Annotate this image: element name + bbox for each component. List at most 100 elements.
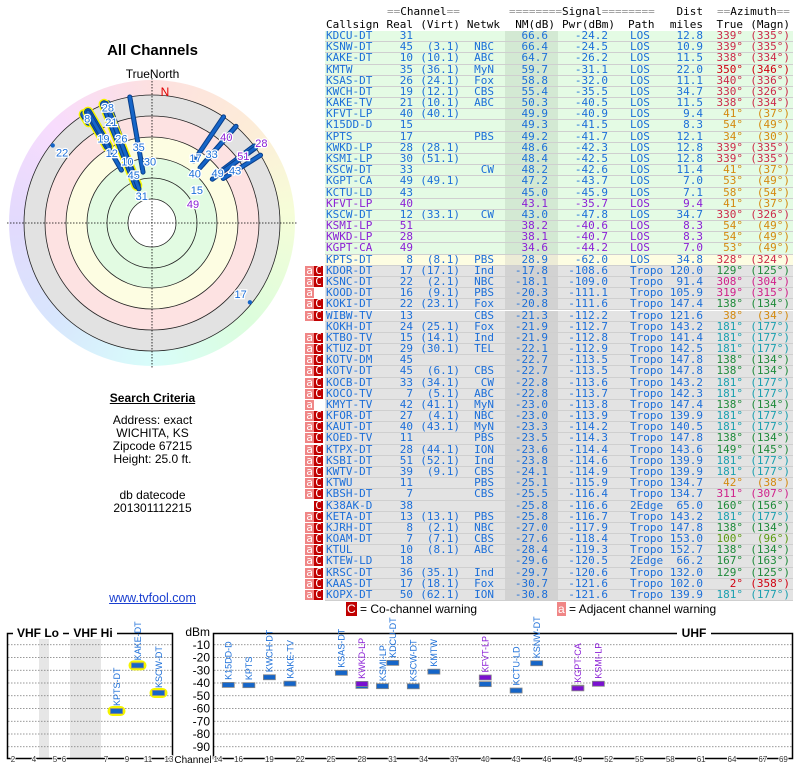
table-row[interactable]: KTUL 10 (8.1) ABC -28.4 -119.3 Tropo 152.7 138° (… xyxy=(325,545,793,557)
table-row[interactable]: KAKE-DT 10 (10.1) ABC 64.7 -26.2 LOS 11.5 338° (3… xyxy=(325,53,793,65)
station-bar[interactable] xyxy=(210,146,258,181)
station-marker[interactable] xyxy=(591,680,605,687)
table-row[interactable]: KSNW-DT 45 (3.1) NBC 66.4 -24.5 LOS 10.9 339° (33… xyxy=(325,42,793,54)
station-marker[interactable] xyxy=(530,660,544,667)
station-marker[interactable] xyxy=(262,674,276,681)
station-marker[interactable] xyxy=(355,680,369,687)
station-bar[interactable] xyxy=(221,153,263,180)
power-dbm-cell: -114.4 xyxy=(568,444,608,456)
table-row[interactable]: KOTV-DM 45 -22.7 -113.5 Tropo 147.8 138° (134°) xyxy=(325,355,793,367)
table-row[interactable]: WIBW-TV 13 CBS -21.3 -112.2 Tropo 121.6 38° (34°… xyxy=(325,310,793,322)
table-row[interactable]: KWTV-DT 39 (9.1) CBS -24.1 -114.9 Tropo 139.9 18… xyxy=(325,467,793,479)
table-row[interactable]: K38AK-D 38 -25.8 -116.6 2Edge 65.0 160° (156°) xyxy=(325,500,793,512)
table-row[interactable]: KPTS-DT 8 (8.1) PBS 28.9 -62.0 LOS 34.8 328° (324… xyxy=(325,254,793,266)
table-row[interactable]: KPTS 17 PBS 49.2 -41.7 LOS 12.1 34° (30°) xyxy=(325,131,793,143)
adjacent-channel-warning-icon: a xyxy=(305,411,314,422)
station-marker[interactable] xyxy=(283,680,297,687)
table-row[interactable]: KOCO-TV 7 (5.1) ABC -22.8 -113.7 Tropo 142.3 181… xyxy=(325,388,793,400)
station-marker[interactable] xyxy=(478,674,492,681)
table-row[interactable]: KFVT-LP 40 43.1 -35.7 LOS 9.4 41° (37°) xyxy=(325,198,793,210)
table-row[interactable]: KOKH-DT 24 (25.1) Fox -21.9 -112.7 Tropo 143.2 1… xyxy=(325,321,793,333)
network-cell: CBS xyxy=(474,366,494,378)
table-row[interactable]: KTPX-DT 28 (44.1) ION -23.6 -114.4 Tropo 143.6 1… xyxy=(325,444,793,456)
table-row[interactable]: KOKI-DT 22 (23.1) Fox -20.8 -111.6 Tropo 147.4 1… xyxy=(325,299,793,311)
table-row[interactable]: KBSH-DT 7 CBS -25.5 -116.4 Tropo 134.7 311° (307… xyxy=(325,489,793,501)
station-marker[interactable] xyxy=(334,669,348,676)
table-row[interactable]: KTBO-TV 15 (14.1) Ind -21.9 -112.8 Tropo 141.4 1… xyxy=(325,332,793,345)
station-dot[interactable] xyxy=(247,300,253,305)
station-bar[interactable] xyxy=(198,124,238,170)
distance-cell: 91.4 xyxy=(676,276,704,288)
table-row[interactable]: KFVT-LP 40 (40.1) 49.9 -40.9 LOS 9.4 41° (37°) xyxy=(325,109,793,121)
table-row[interactable]: KMYT-TV 42 (41.1) MyN -23.0 -113.8 Tropo 147.4 1… xyxy=(325,399,793,412)
table-row[interactable]: KOOD-DT 16 (9.1) PBS -20.3 -111.1 Tropo 105.9 31… xyxy=(325,288,793,300)
path-cell: LOS xyxy=(630,198,650,210)
table-row[interactable]: KSMI-LP 30 (51.1) 48.4 -42.5 LOS 12.8 339° (335°… xyxy=(325,153,793,166)
station-marker[interactable] xyxy=(221,682,235,688)
station-bar[interactable] xyxy=(192,115,226,163)
station-marker[interactable] xyxy=(386,659,400,666)
table-row[interactable]: KETA-DT 13 (13.1) PBS -25.8 -116.7 Tropo 143.2 1… xyxy=(325,511,793,523)
table-row[interactable]: KSBI-DT 51 (52.1) Ind -23.8 -114.6 Tropo 139.9 1… xyxy=(325,455,793,467)
table-row[interactable]: KOCB-DT 33 (34.1) CW -22.8 -113.6 Tropo 143.2 18… xyxy=(325,377,793,389)
table-row[interactable]: KCTU-LD 43 45.0 -45.9 LOS 7.1 58° (54°) xyxy=(325,187,793,199)
station-marker[interactable] xyxy=(131,662,144,669)
network-cell: CBS xyxy=(474,489,494,501)
station-marker[interactable] xyxy=(152,690,165,696)
table-row[interactable]: KGPT-CA 49 34.6 -44.2 LOS 7.0 53° (49°) xyxy=(325,243,793,255)
table-row[interactable]: KTUZ-DT 29 (30.1) TEL -22.1 -112.9 Tropo 142.5 1… xyxy=(325,344,793,356)
table-row[interactable]: KJRH-DT 8 (2.1) NBC -27.0 -117.9 Tropo 147.8 138… xyxy=(325,522,793,535)
station-marker[interactable] xyxy=(110,708,123,714)
table-row[interactable]: K15DD-D 15 49.3 -41.5 LOS 8.3 54° (49°) xyxy=(325,120,793,132)
table-row[interactable]: KOED-TV 11 PBS -23.5 -114.3 Tropo 147.8 138° (13… xyxy=(325,433,793,445)
azimuth-magnetic-cell: (134°) xyxy=(750,366,790,378)
co-channel-warning-icon: C xyxy=(314,534,323,545)
table-row[interactable]: KWKD-LP 28 (28.1) 48.6 -42.3 LOS 12.8 339° (335°… xyxy=(325,142,793,154)
nm-db-cell: 49.3 xyxy=(521,120,549,132)
nm-column-shade xyxy=(505,366,558,377)
station-bar[interactable] xyxy=(128,95,145,174)
station-bar[interactable] xyxy=(104,102,141,191)
table-row[interactable]: KWKD-LP 28 38.1 -40.7 LOS 8.3 54° (49°) xyxy=(325,232,793,244)
azimuth-magnetic-cell: (49°) xyxy=(756,120,790,132)
table-row[interactable]: KRSC-DT 36 (35.1) Ind -29.7 -120.6 Tropo 132.0 1… xyxy=(325,567,793,579)
station-bar[interactable] xyxy=(86,110,123,172)
table-row[interactable]: KSAS-DT 26 (24.1) Fox 58.8 -32.0 LOS 11.1 340° (3… xyxy=(325,75,793,87)
table-row[interactable]: KTWU 11 PBS -25.1 -115.9 Tropo 134.7 42° (38°) xyxy=(325,478,793,490)
table-row[interactable]: KSNC-DT 22 (2.1) NBC -18.1 -109.0 Tropo 91.4 308… xyxy=(325,276,793,289)
table-row[interactable]: KOTV-DT 45 (6.1) CBS -22.7 -113.5 Tropo 147.8 13… xyxy=(325,366,793,378)
table-row[interactable]: KTEW-LD 18 -29.6 -120.5 2Edge 66.2 167° (163°) xyxy=(325,556,793,568)
power-dbm-cell: -119.3 xyxy=(568,545,608,557)
table-row[interactable]: KFOR-DT 27 (4.1) NBC -23.0 -113.9 Tropo 139.9 18… xyxy=(325,411,793,423)
table-row[interactable]: KOPX-DT 50 (62.1) ION -30.8 -121.6 Tropo 139.9 1… xyxy=(325,590,793,602)
table-row[interactable]: KDOR-DT 17 (17.1) Ind -17.8 -108.6 Tropo 120.0 1… xyxy=(325,265,793,277)
station-marker[interactable] xyxy=(242,682,256,689)
col-netwk: Netwk xyxy=(466,18,500,31)
table-row[interactable]: KWCH-DT 19 (12.1) CBS 55.4 -35.5 LOS 34.7 330° (3… xyxy=(325,86,793,99)
tvfool-link[interactable]: www.tvfool.com xyxy=(109,591,196,605)
station-dot[interactable] xyxy=(50,143,55,148)
station-marker[interactable] xyxy=(478,681,492,688)
table-row[interactable]: KDCU-DT 31 66.6 -24.2 LOS 12.8 339° (335°) xyxy=(325,31,793,43)
table-row[interactable]: KSCW-DT 33 CW 48.2 -42.6 LOS 11.4 41° (37°) xyxy=(325,165,793,177)
table-row[interactable]: KGPT-CA 49 (49.1) 47.2 -43.7 LOS 7.0 53° (49°) xyxy=(325,176,793,188)
station-marker[interactable] xyxy=(406,683,420,690)
station-marker[interactable] xyxy=(376,683,389,690)
real-channel-cell: 45 xyxy=(399,42,413,54)
station-marker[interactable] xyxy=(571,685,585,692)
table-row[interactable]: KSCW-DT 12 (33.1) CW 43.0 -47.8 LOS 34.7 330° (32… xyxy=(325,209,793,222)
azimuth-true-cell: 167° xyxy=(716,556,744,568)
table-row[interactable]: KAKE-TV 21 (10.1) ABC 50.3 -40.5 LOS 11.5 338° (3… xyxy=(325,98,793,110)
table-row[interactable]: KMTW 35 (36.1) MyN 59.7 -31.1 LOS 22.0 350° (346°… xyxy=(325,64,793,76)
station-marker[interactable] xyxy=(509,687,523,694)
table-row[interactable]: KAUT-DT 40 (43.1) MyN -23.3 -114.2 Tropo 140.5 1… xyxy=(325,422,793,434)
azimuth-true-cell: 160° xyxy=(716,500,744,512)
adjacent-channel-warning-icon: a xyxy=(305,444,314,455)
station-marker[interactable] xyxy=(427,668,441,675)
table-row[interactable]: KOAM-DT 7 (7.1) CBS -27.6 -118.4 Tropo 153.0 100… xyxy=(325,534,793,546)
co-channel-warning-icon: C xyxy=(314,366,323,377)
adjacent-channel-warning-icon: a xyxy=(305,545,314,556)
table-row[interactable]: KAAS-DT 17 (18.1) Fox -30.7 -121.6 Tropo 102.0 2… xyxy=(325,578,793,590)
real-channel-cell: 50 xyxy=(399,590,413,601)
table-row[interactable]: KSMI-LP 51 38.2 -40.6 LOS 8.3 54° (49°) xyxy=(325,221,793,233)
